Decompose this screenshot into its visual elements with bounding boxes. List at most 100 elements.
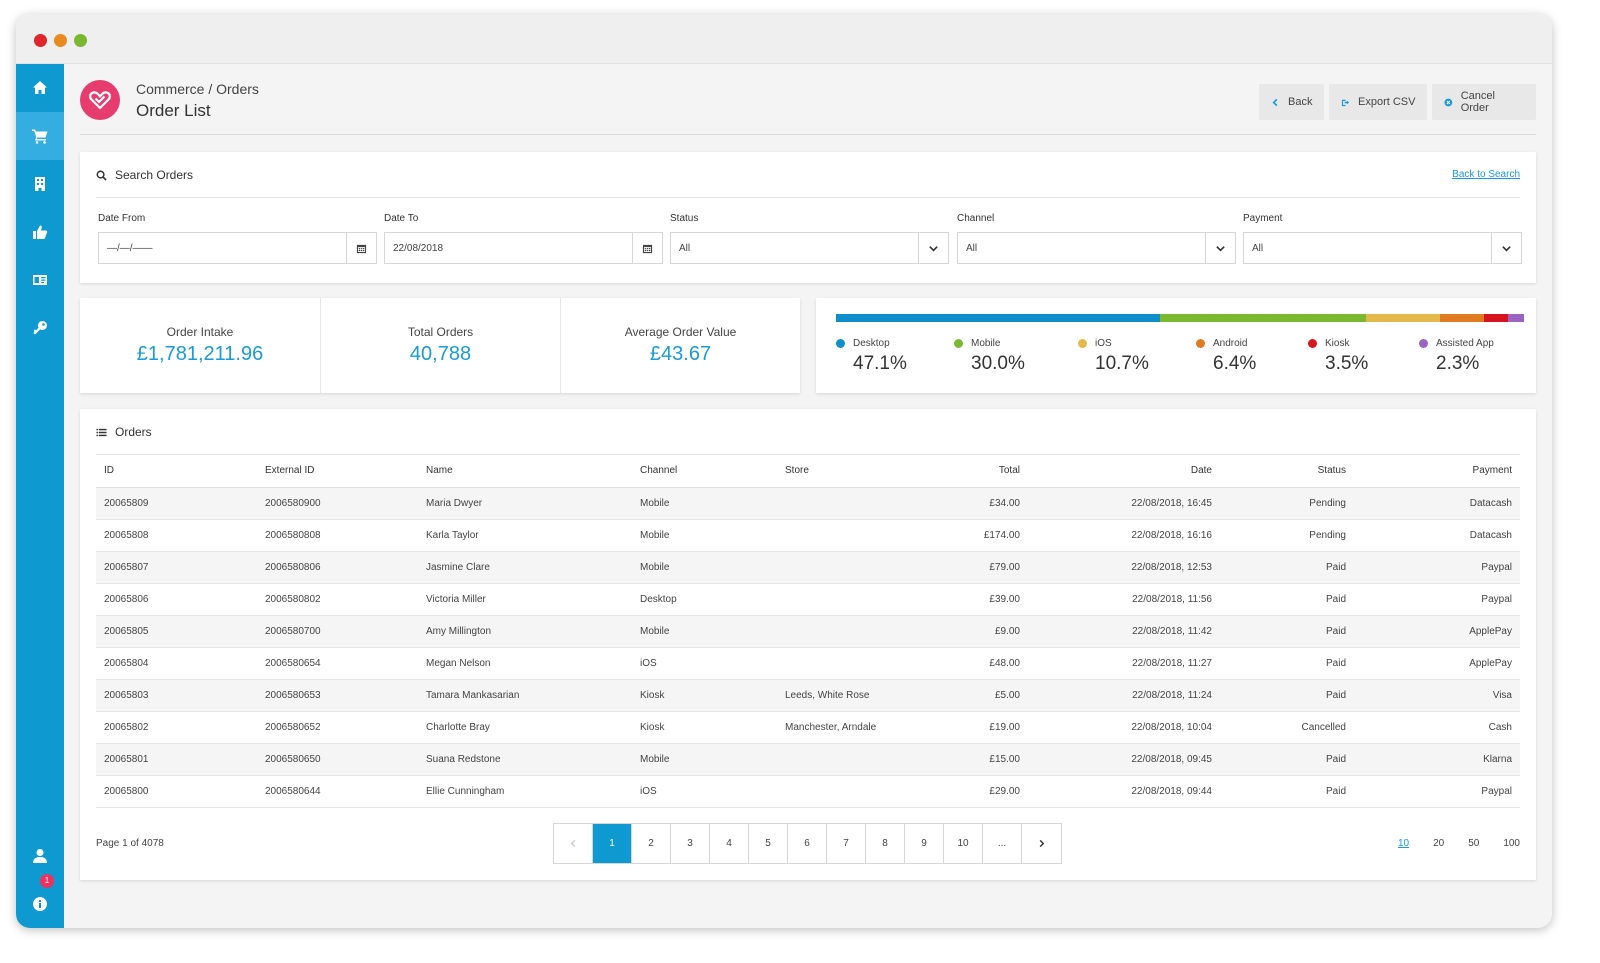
page-ellipsis[interactable]: ... <box>983 824 1022 863</box>
table-row[interactable]: 20065808 2006580808 Karla Taylor Mobile £174… <box>96 519 1520 552</box>
column-header[interactable]: Store <box>777 455 922 488</box>
column-header[interactable]: Total <box>922 455 1028 488</box>
back-button[interactable]: Back <box>1259 84 1325 120</box>
sidebar: 1 <box>16 64 64 928</box>
minimize-window-button[interactable] <box>54 34 67 47</box>
payment-dropdown-toggle[interactable] <box>1491 233 1521 263</box>
cart-icon <box>32 129 48 144</box>
table-cell: Paid <box>1220 743 1354 776</box>
channel-share: 47.1% <box>853 353 907 374</box>
channel-color-dot <box>954 339 963 348</box>
table-cell: £48.00 <box>922 647 1028 680</box>
table-row[interactable]: 20065809 2006580900 Maria Dwyer Mobile £34.0… <box>96 487 1520 520</box>
column-header[interactable]: Date <box>1028 455 1220 488</box>
previous-page-button[interactable] <box>554 824 593 863</box>
channel-share-segment <box>1366 314 1441 322</box>
search-icon <box>96 170 107 181</box>
table-row[interactable]: 20065802 2006580652 Charlotte Bray Kiosk Man… <box>96 711 1520 744</box>
table-row[interactable]: 20065801 2006580650 Suana Redstone Mobile £1… <box>96 743 1520 776</box>
payment-select[interactable]: All <box>1243 232 1522 264</box>
list-icon <box>96 428 107 436</box>
table-cell: 22/08/2018, 09:45 <box>1028 743 1220 776</box>
channel-select[interactable]: All <box>957 232 1236 264</box>
sidebar-item-settings[interactable] <box>16 304 64 352</box>
sidebar-item-stores[interactable] <box>16 160 64 208</box>
home-icon <box>33 81 47 94</box>
table-cell: £9.00 <box>922 615 1028 648</box>
notification-badge: 1 <box>40 874 54 888</box>
page-button[interactable]: 5 <box>749 824 788 863</box>
page-button[interactable]: 7 <box>827 824 866 863</box>
channel-dropdown-toggle[interactable] <box>1205 233 1235 263</box>
channel-color-dot <box>1419 339 1428 348</box>
page-size-option[interactable]: 20 <box>1433 838 1445 849</box>
chevron-right-icon <box>1039 839 1045 848</box>
sidebar-item-customers[interactable] <box>16 256 64 304</box>
page-button[interactable]: 8 <box>866 824 905 863</box>
table-cell: Suana Redstone <box>418 743 632 776</box>
table-cell <box>777 487 922 520</box>
column-header[interactable]: Channel <box>632 455 777 488</box>
next-page-button[interactable] <box>1022 824 1061 863</box>
date-to-picker-button[interactable] <box>632 233 662 263</box>
filter-payment: Payment All <box>1243 213 1522 264</box>
sidebar-item-profile[interactable] <box>16 832 64 880</box>
sidebar-item-orders[interactable] <box>16 112 64 160</box>
table-cell: 22/08/2018, 11:56 <box>1028 583 1220 616</box>
date-from-input[interactable]: —/—/—— <box>98 232 377 264</box>
cancel-order-button[interactable]: Cancel Order <box>1432 84 1536 120</box>
export-csv-label: Export CSV <box>1358 96 1416 108</box>
status-dropdown-toggle[interactable] <box>918 233 948 263</box>
date-to-input[interactable]: 22/08/2018 <box>384 232 663 264</box>
table-cell: Datacash <box>1354 519 1520 552</box>
table-cell: 20065804 <box>96 647 257 680</box>
page-size-option[interactable]: 50 <box>1468 838 1480 849</box>
channel-name: iOS <box>1095 338 1112 349</box>
chevron-down-icon <box>1216 245 1225 252</box>
table-cell: Visa <box>1354 679 1520 712</box>
heart-logo-icon <box>89 91 111 110</box>
table-cell: Kiosk <box>632 711 777 744</box>
table-cell: Mobile <box>632 551 777 584</box>
close-window-button[interactable] <box>34 34 47 47</box>
sidebar-item-home[interactable] <box>16 64 64 112</box>
filter-label: Date To <box>384 213 419 224</box>
table-cell: Victoria Miller <box>418 583 632 616</box>
column-header[interactable]: Payment <box>1354 455 1520 488</box>
table-row[interactable]: 20065806 2006580802 Victoria Miller Desktop… <box>96 583 1520 616</box>
page-button[interactable]: 1 <box>593 824 632 863</box>
column-header[interactable]: Status <box>1220 455 1354 488</box>
sidebar-item-info[interactable]: 1 <box>16 874 64 928</box>
stat-value: £43.67 <box>649 343 712 365</box>
calendar-icon <box>642 244 653 253</box>
channel-share-segment <box>1508 314 1524 322</box>
table-cell: Charlotte Bray <box>418 711 632 744</box>
page-size-option[interactable]: 10 <box>1397 838 1410 849</box>
column-header[interactable]: ID <box>96 455 257 488</box>
table-cell: 22/08/2018, 10:04 <box>1028 711 1220 744</box>
column-header[interactable]: External ID <box>257 455 418 488</box>
table-row[interactable]: 20065804 2006580654 Megan Nelson iOS £48.00 2… <box>96 647 1520 680</box>
page-button[interactable]: 2 <box>632 824 671 863</box>
table-cell: Desktop <box>632 583 777 616</box>
stat-order-intake: Order Intake £1,781,211.96 <box>80 298 320 393</box>
table-cell: 20065808 <box>96 519 257 552</box>
table-row[interactable]: 20065800 2006580644 Ellie Cunningham iOS £29… <box>96 775 1520 808</box>
table-cell: £34.00 <box>922 487 1028 520</box>
page-button[interactable]: 6 <box>788 824 827 863</box>
table-row[interactable]: 20065803 2006580653 Tamara Mankasarian Kios… <box>96 679 1520 712</box>
page-size-option[interactable]: 100 <box>1503 838 1520 849</box>
page-button[interactable]: 10 <box>944 824 983 863</box>
table-row[interactable]: 20065805 2006580700 Amy Millington Mobile £9… <box>96 615 1520 648</box>
date-from-picker-button[interactable] <box>346 233 376 263</box>
status-select[interactable]: All <box>670 232 949 264</box>
page-button[interactable]: 3 <box>671 824 710 863</box>
sidebar-item-reviews[interactable] <box>16 208 64 256</box>
page-button[interactable]: 9 <box>905 824 944 863</box>
export-csv-button[interactable]: Export CSV <box>1329 84 1428 120</box>
table-row[interactable]: 20065807 2006580806 Jasmine Clare Mobile £79… <box>96 551 1520 584</box>
maximize-window-button[interactable] <box>74 34 87 47</box>
back-to-search-link[interactable]: Back to Search <box>1452 169 1520 180</box>
page-button[interactable]: 4 <box>710 824 749 863</box>
column-header[interactable]: Name <box>418 455 632 488</box>
